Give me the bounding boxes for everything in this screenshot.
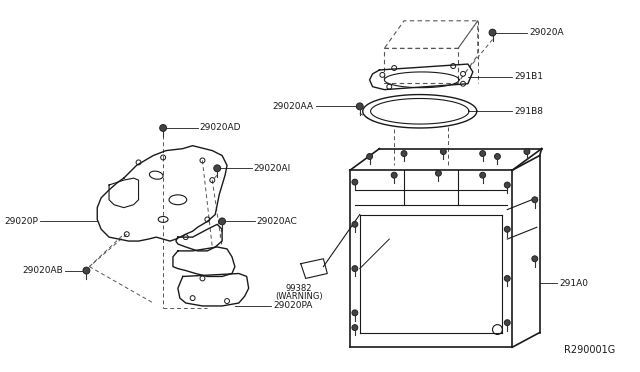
Circle shape: [352, 325, 358, 331]
Circle shape: [159, 125, 166, 131]
Text: R290001G: R290001G: [564, 345, 616, 355]
Circle shape: [495, 154, 500, 160]
Text: 99382: 99382: [285, 284, 312, 293]
Circle shape: [504, 182, 510, 188]
Circle shape: [352, 266, 358, 272]
Circle shape: [440, 149, 446, 154]
Text: 29020AD: 29020AD: [200, 124, 241, 132]
Circle shape: [352, 179, 358, 185]
Text: (WARNING): (WARNING): [275, 292, 323, 301]
Text: 29020PA: 29020PA: [273, 301, 312, 311]
Circle shape: [480, 151, 486, 157]
Circle shape: [480, 172, 486, 178]
Circle shape: [356, 103, 364, 110]
Text: 29020AI: 29020AI: [253, 164, 291, 173]
Circle shape: [219, 218, 225, 225]
Circle shape: [489, 29, 496, 36]
Text: 291B1: 291B1: [514, 73, 543, 81]
Circle shape: [352, 221, 358, 227]
Text: 29020AC: 29020AC: [257, 217, 297, 226]
Text: 291B8: 291B8: [514, 107, 543, 116]
Circle shape: [524, 149, 530, 154]
Circle shape: [532, 197, 538, 203]
Circle shape: [214, 165, 221, 172]
Text: 29020A: 29020A: [529, 28, 563, 37]
Text: 29020AB: 29020AB: [22, 266, 63, 275]
Circle shape: [504, 276, 510, 281]
Circle shape: [391, 172, 397, 178]
Circle shape: [367, 154, 372, 160]
Circle shape: [352, 310, 358, 316]
Circle shape: [504, 320, 510, 326]
Text: 291A0: 291A0: [559, 279, 588, 288]
Circle shape: [532, 256, 538, 262]
Text: 29020P: 29020P: [4, 217, 38, 226]
Circle shape: [435, 170, 442, 176]
Circle shape: [83, 267, 90, 274]
Circle shape: [401, 151, 407, 157]
Text: 29020AA: 29020AA: [273, 102, 314, 111]
Circle shape: [504, 226, 510, 232]
